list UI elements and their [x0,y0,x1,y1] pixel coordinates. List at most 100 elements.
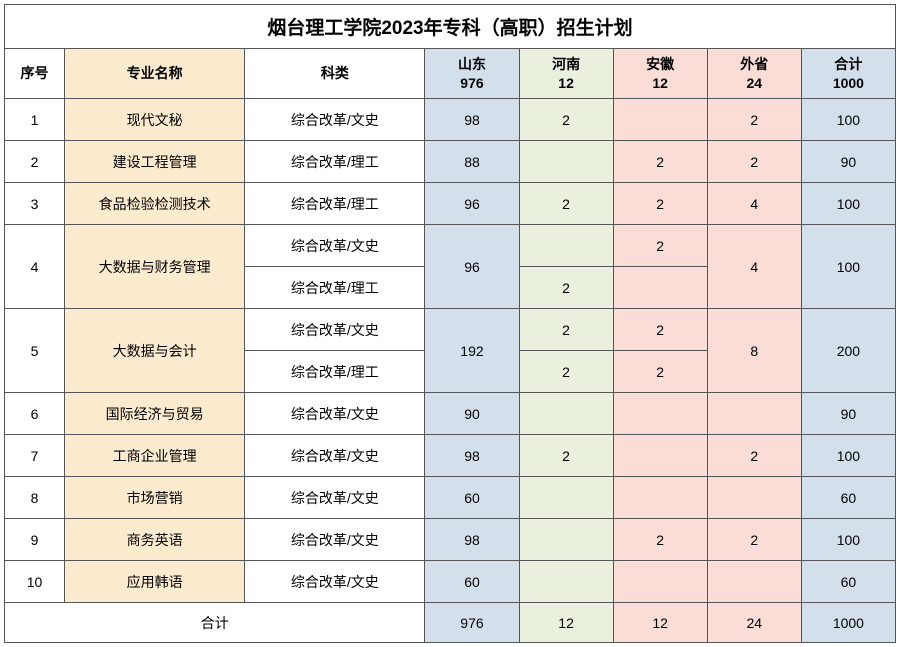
table-row: 2 建设工程管理 综合改革/理工 88 2 2 90 [5,141,896,183]
cell-henan [519,519,613,561]
cell-anhui [613,393,707,435]
cell-total: 100 [801,99,895,141]
cell-total: 60 [801,477,895,519]
col-header-category: 科类 [245,49,425,99]
cell-anhui: 2 [613,351,707,393]
col-header-index: 序号 [5,49,65,99]
cell-henan: 2 [519,99,613,141]
cell-shandong: 98 [425,99,519,141]
cell-shandong: 98 [425,519,519,561]
cell-shandong: 90 [425,393,519,435]
col-header-henan: 河南 12 [519,49,613,99]
cell-major: 大数据与会计 [65,309,245,393]
cell-anhui: 2 [613,141,707,183]
cell-anhui: 2 [613,309,707,351]
cell-category: 综合改革/文史 [245,309,425,351]
cell-anhui: 2 [613,225,707,267]
cell-total: 100 [801,225,895,309]
cell-total: 100 [801,183,895,225]
footer-henan: 12 [519,603,613,643]
enrollment-plan-table: 烟台理工学院2023年专科（高职）招生计划 序号 专业名称 科类 山东 976 … [4,4,896,643]
table-row: 5 大数据与会计 综合改革/文史 192 2 2 8 200 [5,309,896,351]
col-header-waisheng: 外省 24 [707,49,801,99]
cell-shandong: 88 [425,141,519,183]
cell-shandong: 60 [425,477,519,519]
cell-shandong: 60 [425,561,519,603]
cell-major: 大数据与财务管理 [65,225,245,309]
cell-index: 7 [5,435,65,477]
cell-category: 综合改革/文史 [245,519,425,561]
cell-shandong: 96 [425,225,519,309]
cell-anhui: 2 [613,183,707,225]
cell-total: 90 [801,141,895,183]
table-row: 9 商务英语 综合改革/文史 98 2 2 100 [5,519,896,561]
cell-index: 9 [5,519,65,561]
cell-henan [519,141,613,183]
col-total: 12 [652,75,668,91]
cell-anhui [613,99,707,141]
cell-henan: 2 [519,435,613,477]
cell-index: 2 [5,141,65,183]
footer-label: 合计 [5,603,425,643]
table-row: 7 工商企业管理 综合改革/文史 98 2 2 100 [5,435,896,477]
cell-category: 综合改革/理工 [245,183,425,225]
cell-category: 综合改革/文史 [245,435,425,477]
cell-index: 5 [5,309,65,393]
col-name: 河南 [552,56,580,72]
table-row: 8 市场营销 综合改革/文史 60 60 [5,477,896,519]
cell-waisheng: 8 [707,309,801,393]
cell-waisheng [707,561,801,603]
cell-category: 综合改革/文史 [245,477,425,519]
col-total: 976 [460,75,483,91]
cell-category: 综合改革/理工 [245,351,425,393]
cell-total: 60 [801,561,895,603]
footer-total: 1000 [801,603,895,643]
cell-anhui [613,477,707,519]
col-name: 山东 [458,56,486,72]
cell-index: 6 [5,393,65,435]
col-name: 合计 [834,56,862,72]
cell-henan [519,225,613,267]
cell-major: 工商企业管理 [65,435,245,477]
table-row: 10 应用韩语 综合改革/文史 60 60 [5,561,896,603]
footer-shandong: 976 [425,603,519,643]
cell-waisheng: 2 [707,99,801,141]
cell-waisheng [707,477,801,519]
footer-anhui: 12 [613,603,707,643]
cell-anhui: 2 [613,519,707,561]
footer-waisheng: 24 [707,603,801,643]
cell-henan: 2 [519,309,613,351]
cell-henan [519,561,613,603]
cell-waisheng: 2 [707,435,801,477]
cell-anhui [613,435,707,477]
col-header-anhui: 安徽 12 [613,49,707,99]
cell-shandong: 192 [425,309,519,393]
cell-shandong: 98 [425,435,519,477]
cell-major: 市场营销 [65,477,245,519]
cell-major: 现代文秘 [65,99,245,141]
cell-index: 3 [5,183,65,225]
cell-major: 食品检验检测技术 [65,183,245,225]
cell-henan [519,477,613,519]
cell-henan: 2 [519,267,613,309]
cell-total: 200 [801,309,895,393]
col-total: 1000 [833,75,864,91]
cell-henan [519,393,613,435]
table-row: 4 大数据与财务管理 综合改革/文史 96 2 4 100 [5,225,896,267]
cell-anhui [613,561,707,603]
cell-category: 综合改革/文史 [245,561,425,603]
cell-anhui [613,267,707,309]
table-row: 1 现代文秘 综合改革/文史 98 2 2 100 [5,99,896,141]
col-total: 12 [558,75,574,91]
table-footer: 合计 976 12 12 24 1000 [5,603,896,643]
cell-waisheng [707,393,801,435]
cell-index: 4 [5,225,65,309]
cell-henan: 2 [519,351,613,393]
cell-major: 国际经济与贸易 [65,393,245,435]
cell-index: 1 [5,99,65,141]
cell-category: 综合改革/理工 [245,267,425,309]
cell-index: 10 [5,561,65,603]
cell-major: 应用韩语 [65,561,245,603]
col-name: 外省 [740,56,768,72]
cell-waisheng: 2 [707,141,801,183]
